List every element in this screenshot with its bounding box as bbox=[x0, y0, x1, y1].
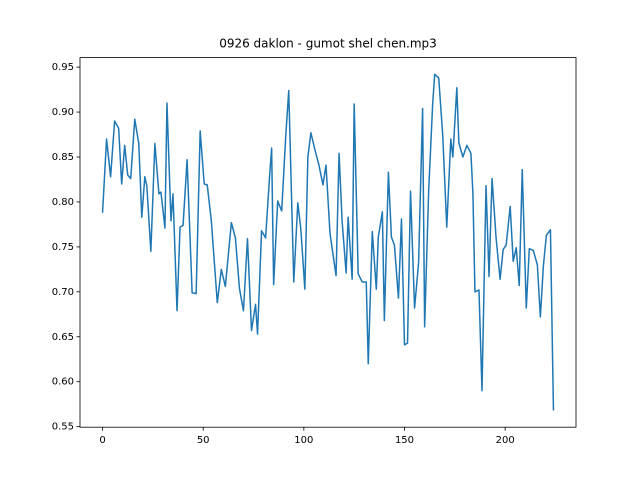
y-tick-label: 0.70 bbox=[52, 287, 74, 298]
y-tick-label: 0.75 bbox=[52, 242, 74, 253]
y-tick-label: 0.55 bbox=[52, 422, 74, 433]
y-tick-label: 0.85 bbox=[52, 152, 74, 163]
x-tick-label: 50 bbox=[197, 435, 210, 446]
x-tick-label: 0 bbox=[99, 435, 105, 446]
x-tick-label: 100 bbox=[294, 435, 313, 446]
y-tick-label: 0.65 bbox=[52, 332, 74, 343]
x-tick-label: 150 bbox=[395, 435, 414, 446]
chart-title: 0926 daklon - gumot shel chen.mp3 bbox=[219, 37, 437, 51]
y-tick-label: 0.80 bbox=[52, 197, 74, 208]
axes-frame bbox=[79, 57, 577, 428]
y-tick-label: 0.60 bbox=[52, 377, 74, 388]
x-tick-label: 200 bbox=[496, 435, 515, 446]
y-tick-label: 0.90 bbox=[52, 107, 74, 118]
data-line bbox=[101, 73, 555, 411]
y-tick-label: 0.95 bbox=[52, 62, 74, 73]
